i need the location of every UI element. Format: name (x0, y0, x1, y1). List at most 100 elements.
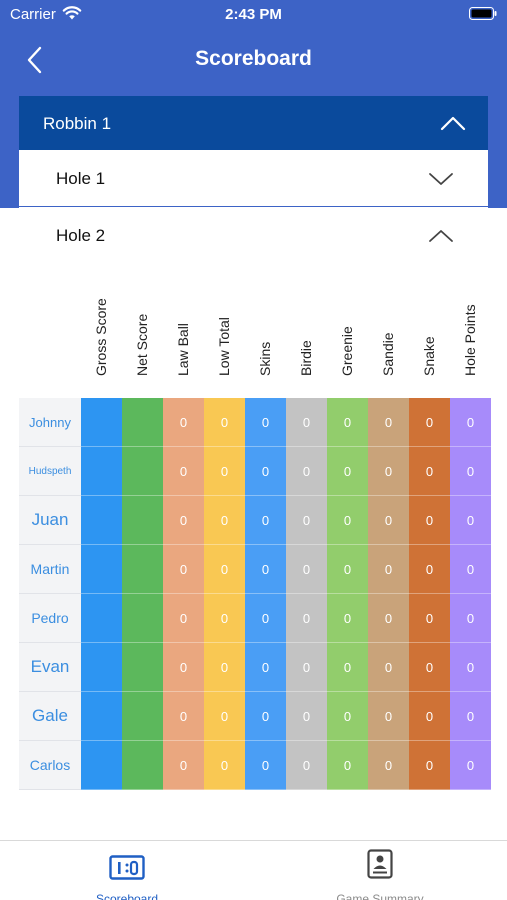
score-cell[interactable]: 0 (286, 447, 327, 496)
score-cell[interactable]: 0 (204, 692, 245, 741)
score-cell[interactable]: 0 (286, 594, 327, 643)
score-cell[interactable]: 0 (327, 741, 368, 790)
score-cell[interactable]: 0 (368, 398, 409, 447)
score-cell[interactable]: 0 (245, 496, 286, 545)
score-cell[interactable]: 0 (204, 447, 245, 496)
score-cell[interactable] (81, 545, 122, 594)
score-cell[interactable]: 0 (245, 643, 286, 692)
score-cell[interactable]: 0 (286, 741, 327, 790)
score-cell[interactable]: 0 (245, 398, 286, 447)
score-cell[interactable]: 0 (286, 545, 327, 594)
score-cell[interactable] (122, 398, 163, 447)
status-bar: Carrier 2:43 PM (0, 0, 507, 30)
player-name: Johnny (19, 398, 81, 447)
score-cell[interactable]: 0 (409, 594, 450, 643)
score-cell[interactable]: 0 (286, 496, 327, 545)
player-name: Evan (19, 643, 81, 692)
score-cell[interactable]: 0 (368, 741, 409, 790)
tab-game-summary-label: Game Summary (336, 892, 424, 900)
score-cell[interactable] (81, 496, 122, 545)
tab-scoreboard[interactable]: Scoreboard (47, 849, 207, 900)
score-cell[interactable]: 0 (327, 643, 368, 692)
hole-row-2[interactable]: Hole 2 (19, 207, 488, 263)
chevron-down-icon (429, 173, 453, 185)
score-cell[interactable]: 0 (450, 496, 491, 545)
column-header-label: Skins (256, 341, 273, 376)
hole-label: Hole 1 (56, 169, 106, 188)
column-header-label: Gross Score (92, 298, 109, 376)
tab-game-summary[interactable]: Game Summary (300, 849, 460, 900)
score-cell[interactable]: 0 (409, 496, 450, 545)
back-chevron-icon[interactable] (22, 45, 48, 75)
score-column (163, 398, 204, 790)
score-cell[interactable]: 0 (368, 496, 409, 545)
score-cell[interactable] (81, 447, 122, 496)
score-cell[interactable]: 0 (327, 545, 368, 594)
score-cell[interactable]: 0 (204, 545, 245, 594)
score-cell[interactable]: 0 (368, 643, 409, 692)
score-cell[interactable] (122, 496, 163, 545)
score-cell[interactable]: 0 (245, 692, 286, 741)
score-cell[interactable] (122, 447, 163, 496)
score-cell[interactable]: 0 (245, 594, 286, 643)
score-cell[interactable] (122, 741, 163, 790)
score-cell[interactable]: 0 (286, 692, 327, 741)
score-cell[interactable]: 0 (327, 692, 368, 741)
column-header-label: Sandie (379, 332, 396, 376)
group-header-robbin[interactable]: Robbin 1 (19, 96, 488, 150)
score-cell[interactable] (81, 692, 122, 741)
score-cell[interactable]: 0 (450, 643, 491, 692)
score-cell[interactable] (81, 643, 122, 692)
score-cell[interactable]: 0 (409, 643, 450, 692)
score-cell[interactable]: 0 (163, 496, 204, 545)
score-cell[interactable]: 0 (409, 692, 450, 741)
score-cell[interactable]: 0 (204, 643, 245, 692)
score-cell[interactable]: 0 (450, 692, 491, 741)
score-cell[interactable]: 0 (327, 496, 368, 545)
score-cell[interactable]: 0 (245, 741, 286, 790)
score-cell[interactable]: 0 (286, 643, 327, 692)
score-cell[interactable]: 0 (368, 545, 409, 594)
score-cell[interactable] (81, 398, 122, 447)
score-cell[interactable]: 0 (368, 692, 409, 741)
score-cell[interactable]: 0 (163, 741, 204, 790)
hole-row-1[interactable]: Hole 1 (19, 150, 488, 206)
score-cell[interactable]: 0 (450, 741, 491, 790)
score-cell[interactable]: 0 (409, 545, 450, 594)
score-cell[interactable]: 0 (368, 447, 409, 496)
score-cell[interactable]: 0 (245, 447, 286, 496)
player-name-column: Johnny Hudspeth Juan Martin Pedro Evan Gale Car… (19, 398, 81, 790)
score-cell[interactable]: 0 (450, 447, 491, 496)
score-cell[interactable]: 0 (204, 496, 245, 545)
score-cell[interactable] (122, 594, 163, 643)
battery-icon (469, 7, 497, 20)
score-cell[interactable]: 0 (450, 545, 491, 594)
score-cell[interactable]: 0 (163, 594, 204, 643)
score-cell[interactable]: 0 (327, 594, 368, 643)
score-cell[interactable]: 0 (163, 545, 204, 594)
score-cell[interactable]: 0 (163, 398, 204, 447)
score-cell[interactable]: 0 (409, 398, 450, 447)
score-cell[interactable]: 0 (163, 447, 204, 496)
score-cell[interactable]: 0 (327, 398, 368, 447)
score-cell[interactable] (122, 545, 163, 594)
column-header-label: Greenie (338, 326, 355, 376)
score-cell[interactable] (122, 643, 163, 692)
score-cell[interactable]: 0 (409, 741, 450, 790)
column-header-label: Law Ball (174, 323, 191, 376)
score-cell[interactable]: 0 (204, 741, 245, 790)
score-cell[interactable] (81, 594, 122, 643)
score-cell[interactable]: 0 (450, 398, 491, 447)
score-cell[interactable]: 0 (245, 545, 286, 594)
score-cell[interactable]: 0 (286, 398, 327, 447)
score-cell[interactable] (122, 692, 163, 741)
score-cell[interactable] (81, 741, 122, 790)
score-cell[interactable]: 0 (163, 692, 204, 741)
score-cell[interactable]: 0 (368, 594, 409, 643)
score-cell[interactable]: 0 (204, 398, 245, 447)
score-cell[interactable]: 0 (204, 594, 245, 643)
score-cell[interactable]: 0 (163, 643, 204, 692)
score-cell[interactable]: 0 (450, 594, 491, 643)
score-cell[interactable]: 0 (409, 447, 450, 496)
score-cell[interactable]: 0 (327, 447, 368, 496)
